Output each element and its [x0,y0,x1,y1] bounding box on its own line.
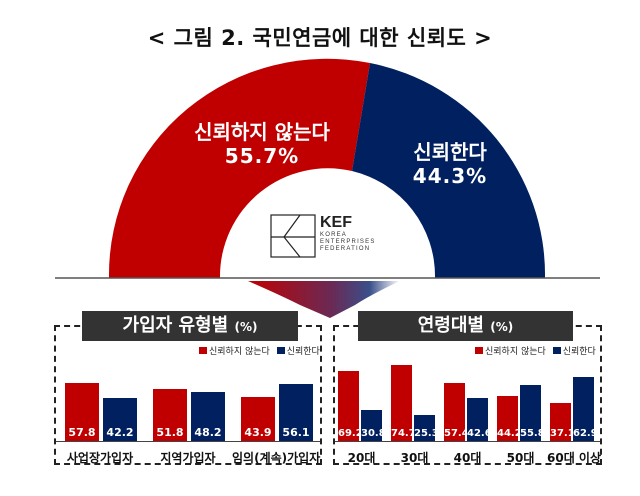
bar-distrust: 37.1 [550,403,575,441]
category-label: 40대 [453,451,482,465]
panel-subscriber-type-title: 가입자 유형별 (%) [82,311,298,341]
legend-swatch-trust [276,347,285,354]
half-donut-chart [55,58,600,318]
legend-swatch-trust [552,347,561,354]
bar-trust: 42.2 [103,398,137,441]
bar-trust: 62.9 [573,377,598,441]
bar-trust: 30.8 [361,409,386,441]
bar-trust: 56.1 [279,384,313,441]
category-label: 지역가입자 [160,451,216,465]
legend-swatch-distrust [199,347,207,354]
bar-distrust: 51.8 [153,388,187,441]
distrust-label: 신뢰하지 않는다 55.7% [194,120,330,168]
category-label: 50대 [506,451,535,465]
category-label: 20대 [347,451,376,465]
bar-trust: 55.8 [520,384,545,441]
kef-logo: KEF KOREA ENTERPRISES FEDERATION [270,214,385,264]
legend-right: 신뢰하지 않는다 신뢰한다 [475,344,596,357]
category-label: 30대 [400,451,429,465]
category-label: 임의(계속)가입자 [232,451,321,465]
kef-logo-icon [270,214,316,258]
down-arrow [248,281,400,318]
bar-distrust: 57.8 [65,382,99,441]
panel-age-group-title: 연령대별 (%) [358,311,573,341]
bar-trust: 25.3 [414,415,439,441]
figure-title: < 그림 2. 국민연금에 대한 신뢰도 > [147,26,493,50]
bar-distrust: 43.9 [241,396,275,441]
category-label: 60대 이상 [547,451,601,465]
bar-distrust: 74.7 [391,365,416,441]
bar-distrust: 44.2 [497,396,522,441]
bar-trust: 42.6 [467,397,492,441]
legend-left: 신뢰하지 않는다 신뢰한다 [199,344,320,357]
bar-distrust: 69.2 [338,371,363,441]
trust-segment [352,63,546,278]
distrust-segment [108,58,370,279]
bar-distrust: 57.4 [444,382,469,441]
bar-chart-age-group: 69.2 30.8 20대 74.7 25.3 30대 57.4 42.6 40대 44.2 55.… [335,355,601,465]
trust-label: 신뢰한다 44.3% [412,140,488,188]
category-label: 사업장가입자 [66,451,134,465]
bar-trust: 48.2 [191,392,225,441]
bar-chart-subscriber-type: 57.8 42.2 사업장가입자 51.8 48.2 지역가입자 43.9 56.1 임의(계속… [56,355,320,465]
legend-swatch-distrust [475,347,483,354]
